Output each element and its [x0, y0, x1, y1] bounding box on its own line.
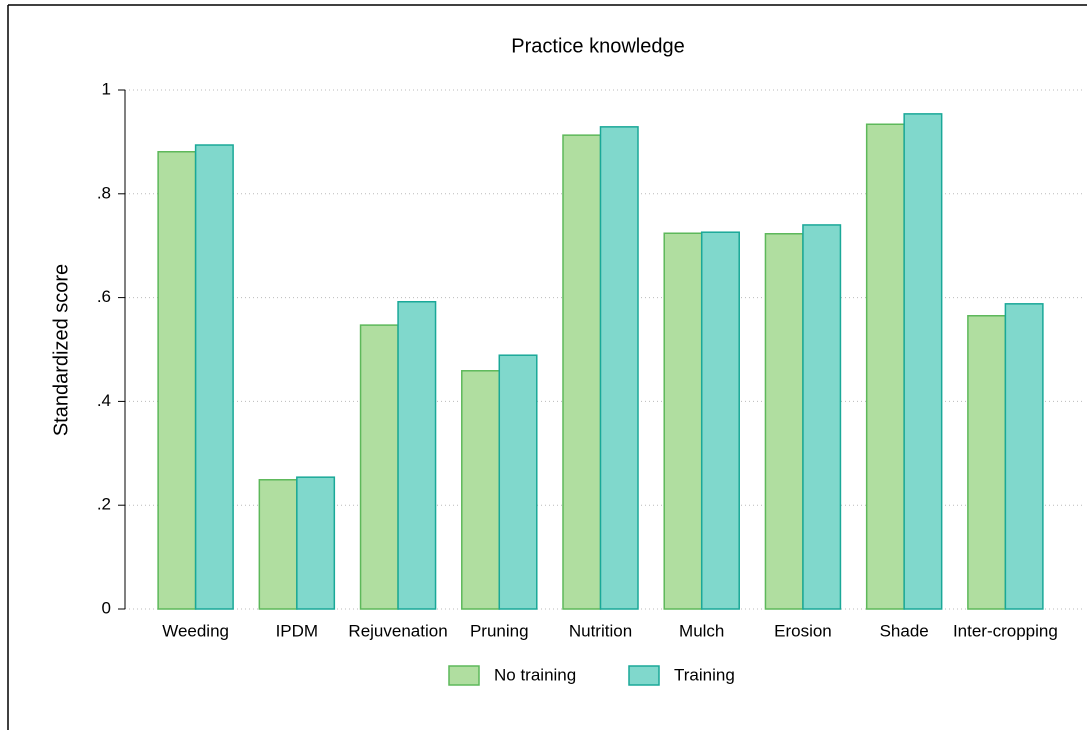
- bar: [967, 315, 1007, 610]
- y-tick-label: 1: [102, 79, 111, 98]
- bar: [562, 134, 602, 610]
- y-tick-label: 0: [102, 598, 111, 617]
- bar: [157, 151, 197, 610]
- x-tick-label: Pruning: [470, 621, 529, 640]
- x-tick-label: Rejuvenation: [348, 621, 447, 640]
- legend-swatch: [448, 665, 480, 686]
- bar: [359, 324, 399, 610]
- x-tick-label: Nutrition: [569, 621, 632, 640]
- legend-swatch: [628, 665, 660, 686]
- bar: [764, 233, 804, 610]
- y-tick-label: .8: [97, 183, 111, 202]
- bar: [802, 224, 842, 610]
- x-tick-label: Mulch: [679, 621, 724, 640]
- y-axis-label: Standardized score: [50, 264, 72, 436]
- y-tick-label: .6: [97, 287, 111, 306]
- bar: [865, 123, 905, 610]
- y-tick-label: .4: [97, 391, 111, 410]
- x-tick-label: IPDM: [276, 621, 319, 640]
- bar: [461, 370, 501, 610]
- legend-label: No training: [494, 665, 576, 684]
- bar: [599, 126, 639, 610]
- x-tick-label: Shade: [880, 621, 929, 640]
- bar: [1004, 303, 1044, 610]
- x-tick-label: Erosion: [774, 621, 832, 640]
- bar: [700, 231, 740, 610]
- chart-title: Practice knowledge: [511, 35, 684, 57]
- bar: [194, 144, 234, 610]
- bar: [498, 354, 538, 610]
- bar: [663, 232, 703, 610]
- x-tick-label: Weeding: [162, 621, 229, 640]
- bar: [258, 479, 298, 610]
- y-tick-label: .2: [97, 495, 111, 514]
- bar: [397, 301, 437, 610]
- x-tick-label: Inter-cropping: [953, 621, 1058, 640]
- bar: [296, 476, 336, 610]
- bar: [903, 113, 943, 610]
- legend-label: Training: [674, 665, 735, 684]
